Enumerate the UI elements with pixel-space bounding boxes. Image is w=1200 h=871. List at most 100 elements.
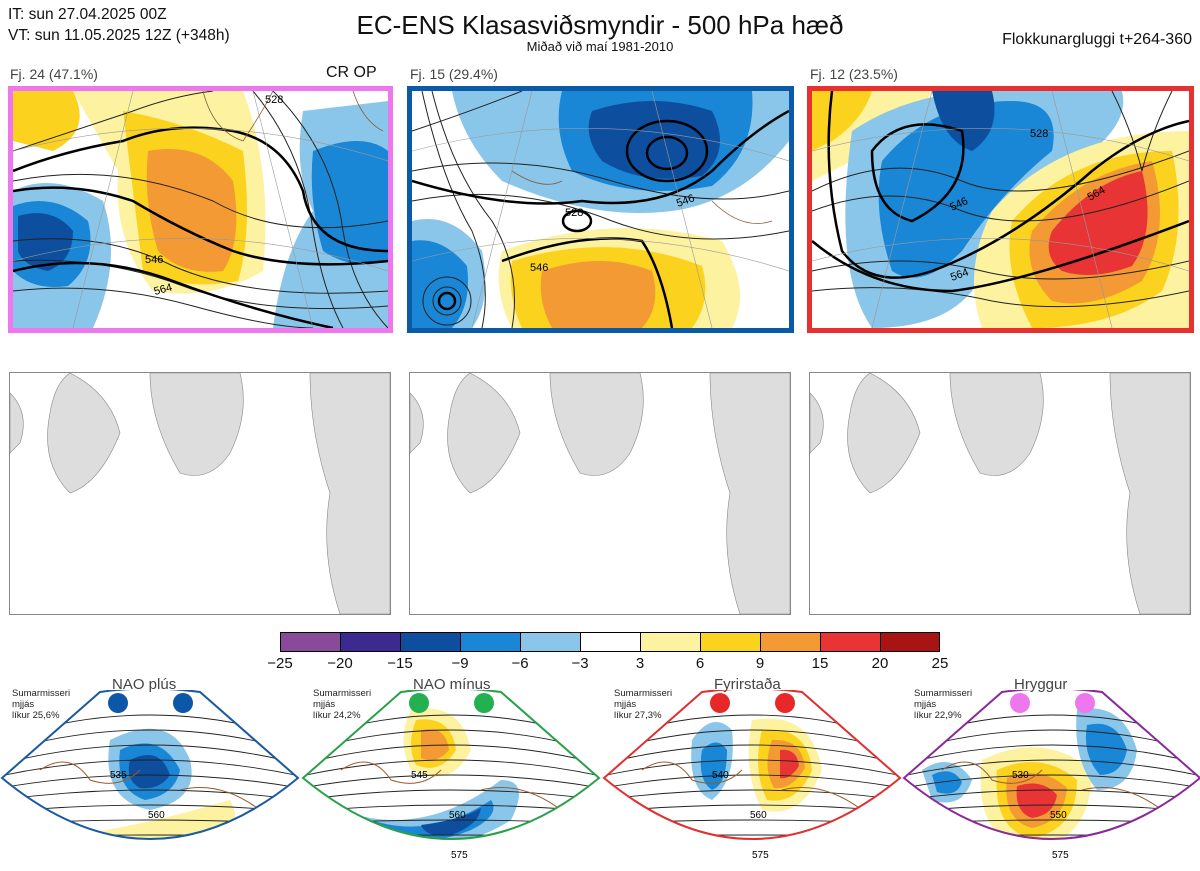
- chart-title: EC-ENS Klasasviðsmyndir - 500 hPa hæð: [356, 10, 844, 40]
- cluster-1-map: 546 564 528: [8, 86, 393, 333]
- colorbar-cell: [700, 632, 760, 652]
- regime-note-line: mjjás: [614, 699, 637, 710]
- colorbar-cell: [820, 632, 880, 652]
- height-contour: [604, 834, 900, 837]
- cluster-3-map: 528 546 564 564: [807, 86, 1194, 333]
- regime-marker-dot: [710, 693, 730, 713]
- regime-marker-dot: [1075, 693, 1095, 713]
- colorbar-cell: [280, 632, 340, 652]
- anomaly-area: [932, 771, 962, 794]
- cluster-1-label: Fj. 24 (47.1%): [10, 66, 98, 82]
- regime-note-line: mjjás: [12, 699, 35, 710]
- height-contour: [904, 759, 1200, 777]
- cluster-1-tag: CR OP: [326, 64, 377, 81]
- contours: [812, 91, 1189, 308]
- cluster-2-map: 528 546 546: [407, 86, 794, 333]
- colorbar-tick-label: −6: [511, 655, 529, 672]
- colorbar: [280, 632, 942, 652]
- contour-label: 575: [752, 850, 769, 861]
- anomaly-area: [1016, 783, 1057, 818]
- anomaly-fill: [812, 91, 1189, 328]
- empty-map-1: [9, 372, 391, 615]
- colorbar-tick-label: 6: [695, 655, 705, 672]
- coastline: [202, 91, 384, 142]
- colorbar-cell: [760, 632, 820, 652]
- regime-map: 530 550 575: [902, 690, 1200, 870]
- contour-label: 528: [565, 207, 583, 219]
- valid-time: VT: sun 11.05.2025 12Z (+348h): [8, 27, 230, 44]
- regime-note-line: líkur 24,2%: [313, 710, 361, 721]
- colorbar-tick-label: −15: [387, 655, 413, 672]
- contour-label: 575: [451, 850, 468, 861]
- colorbar-tick-label: 15: [811, 655, 829, 672]
- contour-label: 564: [153, 282, 174, 298]
- colorbar-tick-label: −3: [571, 655, 589, 672]
- contours: [412, 91, 789, 328]
- anomaly-area: [421, 808, 481, 836]
- height-contour: [303, 759, 599, 777]
- regime-note-line: mjjás: [313, 699, 336, 710]
- anomaly-area: [371, 800, 494, 839]
- regime-marker-dot: [108, 693, 128, 713]
- height-contour: [2, 774, 298, 789]
- colorbar-tick-label: 3: [635, 655, 645, 672]
- height-contour: [904, 774, 1200, 789]
- regime-note-line: líkur 25,6%: [12, 710, 60, 721]
- contours: [13, 91, 388, 328]
- regime-title: NAO plús: [112, 676, 177, 693]
- height-contour: [904, 714, 1200, 741]
- colorbar-cell: [880, 632, 940, 652]
- height-contour: [904, 789, 1200, 801]
- height-contour: [604, 789, 900, 801]
- contour-label: 528: [1030, 128, 1048, 140]
- regime-title: Fyrirstaða: [714, 676, 781, 693]
- regime-marker-dot: [1010, 693, 1030, 713]
- regime-border: [0, 690, 300, 840]
- cluster-2-label: Fj. 15 (29.4%): [410, 66, 498, 82]
- empty-map-3: [809, 372, 1191, 615]
- grid-lines: [412, 91, 789, 328]
- colorbar-tick-label: 9: [755, 655, 765, 672]
- colorbar-cell: [520, 632, 580, 652]
- contour-label: 564: [949, 266, 970, 284]
- coastline: [511, 170, 773, 224]
- contour-label: 575: [1052, 850, 1069, 861]
- chart-subtitle: Miðað við maí 1981-2010: [526, 39, 674, 54]
- height-contour: [303, 774, 599, 789]
- regime-marker-dot: [173, 693, 193, 713]
- header-times: IT: sun 27.04.2025 00Z VT: sun 11.05.202…: [8, 4, 230, 46]
- colorbar-cell: [340, 632, 400, 652]
- colorbar-tick-label: −9: [451, 655, 469, 672]
- contour-label: 545: [411, 770, 428, 781]
- grid-lines: [812, 91, 1189, 328]
- contour-label: 546: [675, 192, 696, 210]
- contour-label: 550: [1050, 810, 1067, 821]
- regime-map: 545 560 575: [301, 690, 601, 870]
- anomaly-area: [700, 742, 727, 790]
- colorbar-tick-label: −20: [327, 655, 353, 672]
- regime-note-line: Sumarmisseri: [914, 688, 973, 699]
- height-contour: [303, 789, 599, 801]
- height-contour: [904, 744, 1200, 765]
- colorbar-cell: [640, 632, 700, 652]
- contour-label: 535: [110, 770, 127, 781]
- height-contour: [604, 744, 900, 765]
- regime-title: NAO mínus: [413, 676, 491, 693]
- regime-border: [902, 690, 1200, 840]
- contour-label: 540: [712, 770, 729, 781]
- colorbar-cell: [400, 632, 460, 652]
- height-contour: [2, 789, 298, 801]
- contour-label: 528: [265, 94, 283, 106]
- regime-map: 540 560 575: [602, 690, 902, 870]
- regime-marker-dot: [775, 693, 795, 713]
- empty-map-2: [409, 372, 791, 615]
- height-contour: [303, 744, 599, 765]
- height-contour: [604, 759, 900, 777]
- anomaly-area: [1085, 723, 1127, 775]
- height-contour: [2, 759, 298, 777]
- contour-label: 560: [148, 810, 165, 821]
- colorbar-cell: [460, 632, 520, 652]
- regime-note: Sumarmisseri mjjás líkur 25,6%: [12, 688, 70, 721]
- regime-note: Sumarmisseri mjjás líkur 24,2%: [313, 688, 371, 721]
- regime-note-line: mjjás: [914, 699, 937, 710]
